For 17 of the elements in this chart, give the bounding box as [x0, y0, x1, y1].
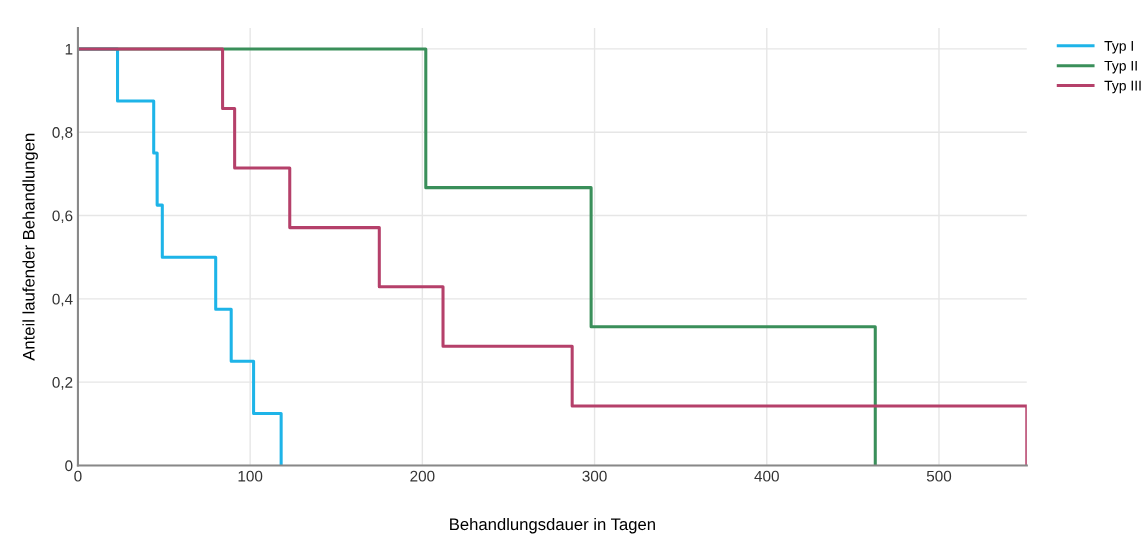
y-tick-label: 0,8 — [52, 127, 73, 140]
y-axis-title: Anteil laufender Behandlungen — [22, 133, 38, 361]
legend-label: Typ I — [1104, 41, 1133, 54]
legend-label: Typ II — [1104, 60, 1137, 74]
x-axis-title: Behandlungsdauer in Tagen — [450, 517, 655, 534]
legend-label: Typ III — [1104, 80, 1141, 94]
y-tick-label: 1 — [65, 43, 73, 55]
y-tick-label: 0 — [65, 460, 73, 472]
y-tick-label: 0,6 — [52, 210, 73, 224]
x-tick-label: 100 — [238, 470, 263, 482]
y-tick-label: 0,4 — [52, 293, 73, 307]
x-tick-label: 200 — [410, 470, 435, 482]
x-tick-label: 500 — [926, 470, 952, 482]
x-tick-label: 300 — [582, 470, 607, 482]
y-tick-label: 0,2 — [52, 377, 73, 390]
x-tick-label: 400 — [754, 470, 779, 482]
x-tick-label: 0 — [74, 470, 82, 482]
